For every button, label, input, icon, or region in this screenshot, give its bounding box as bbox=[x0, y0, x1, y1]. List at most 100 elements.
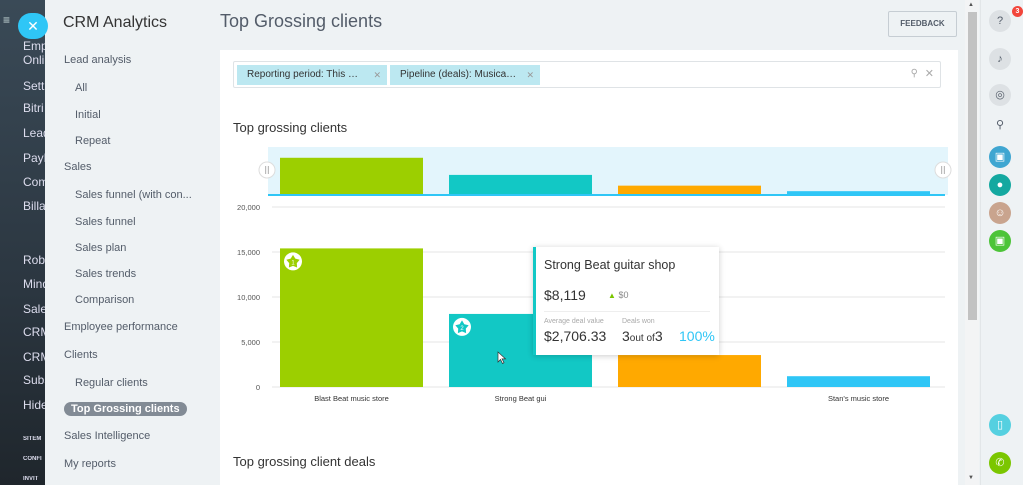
menu-item[interactable]: Clients bbox=[64, 349, 98, 361]
menu-item[interactable]: Top Grossing clients bbox=[64, 402, 187, 416]
bar bbox=[787, 376, 930, 387]
background-nav-item: Emp bbox=[23, 40, 46, 53]
scrollbar[interactable]: ▲ ▼ bbox=[965, 0, 979, 485]
navigator-handle[interactable] bbox=[258, 161, 276, 179]
up-arrow-icon: ▲ bbox=[608, 291, 616, 300]
mobile-cloud-icon[interactable]: ▯ bbox=[989, 414, 1011, 436]
menu-item[interactable]: Sales plan bbox=[75, 242, 127, 254]
menu-item[interactable]: Initial bbox=[75, 109, 101, 121]
background-nav-item: Hide bbox=[23, 399, 46, 412]
rank-star-icon bbox=[286, 254, 300, 268]
menu-item[interactable]: Sales funnel bbox=[75, 216, 136, 228]
background-nav-item: PayP bbox=[23, 152, 46, 165]
won-total: 3 bbox=[654, 328, 663, 344]
handle-grip-icon bbox=[267, 166, 269, 174]
menu-item[interactable]: Comparison bbox=[75, 294, 135, 306]
scrollbar-thumb[interactable] bbox=[968, 12, 977, 320]
menu-item[interactable]: Regular clients bbox=[75, 377, 148, 389]
won-of: out of bbox=[629, 333, 655, 344]
filter-chip-pipeline[interactable]: Pipeline (deals): Musical… ✕ bbox=[390, 65, 540, 85]
x-tick-label: Stan's music store bbox=[828, 394, 889, 403]
scroll-up-icon[interactable]: ▲ bbox=[968, 2, 974, 8]
menu-item[interactable]: Repeat bbox=[75, 135, 111, 147]
background-nav-item: Lead bbox=[23, 127, 46, 140]
won-percent: 100% bbox=[679, 328, 715, 344]
deals-title: Top grossing client deals bbox=[233, 454, 376, 469]
handle-grip-icon bbox=[943, 166, 945, 174]
feedback-button[interactable]: FEEDBACK bbox=[888, 11, 957, 37]
scroll-down-icon[interactable]: ▼ bbox=[968, 475, 974, 481]
y-tick-label: 5,000 bbox=[241, 338, 260, 347]
mouse-cursor-icon bbox=[497, 351, 507, 364]
group-avatar[interactable]: ☺ bbox=[989, 202, 1011, 224]
avg-label: Average deal value bbox=[544, 318, 604, 325]
crm-analytics-menu: CRM Analytics Lead analysis All Initial Rep… bbox=[45, 0, 220, 485]
filter-chip-period[interactable]: Reporting period: This w… ✕ bbox=[237, 65, 387, 85]
background-nav-item: Onli bbox=[23, 54, 45, 67]
right-toolbar: ? 3 ♪ ◎ ⚲ ▣ ● ☺ ▣ ▯ ✆ bbox=[980, 0, 1023, 485]
search-icon[interactable]: ⚲ bbox=[910, 68, 918, 79]
bar bbox=[280, 248, 423, 387]
avg-value: $2,706.33 bbox=[544, 328, 607, 344]
lock-icon[interactable]: ▣ bbox=[989, 230, 1011, 252]
bell-icon[interactable]: ♪ bbox=[989, 48, 1011, 70]
background-nav-item: Setti bbox=[23, 80, 46, 93]
remove-chip-icon[interactable]: ✕ bbox=[526, 70, 534, 80]
handle-grip-icon bbox=[941, 166, 943, 174]
bar-chart: 0 5,000 10,000 15,000 20,000 Blast Beat music… bbox=[237, 147, 952, 403]
navigator-handle[interactable] bbox=[934, 161, 952, 179]
navigator-bar bbox=[787, 191, 930, 194]
background-nav-item: Subs bbox=[23, 374, 46, 387]
chat-icon[interactable]: ◎ bbox=[989, 84, 1011, 106]
search-icon[interactable]: ⚲ bbox=[995, 119, 1005, 131]
phone-icon[interactable]: ✆ bbox=[989, 452, 1011, 474]
close-slider-button[interactable]: ✕ bbox=[18, 13, 48, 39]
menu-item[interactable]: All bbox=[75, 82, 88, 94]
lock-icon[interactable]: ▣ bbox=[989, 146, 1011, 168]
background-nav-item: Robo bbox=[23, 254, 46, 267]
delta-value: $0 bbox=[618, 290, 629, 300]
background-nav-item: Mind bbox=[23, 278, 46, 291]
chart-tooltip: Strong Beat guitar shop $8,119 ▲ $0 Aver… bbox=[533, 247, 719, 355]
menu-item[interactable]: My reports bbox=[64, 458, 116, 470]
menu-item[interactable]: Sales trends bbox=[75, 268, 137, 280]
y-tick-label: 0 bbox=[256, 383, 260, 392]
menu-item[interactable]: Sales Intelligence bbox=[64, 430, 151, 442]
menu-item[interactable]: Employee performance bbox=[64, 321, 178, 333]
tooltip-delta: ▲ $0 bbox=[608, 290, 628, 300]
tooltip-client-name: Strong Beat guitar shop bbox=[544, 258, 676, 272]
bar bbox=[618, 355, 761, 387]
divider bbox=[544, 311, 710, 312]
rank-star-icon bbox=[455, 320, 469, 334]
help-icon[interactable]: ? bbox=[989, 10, 1011, 32]
y-tick-label: 20,000 bbox=[237, 203, 260, 212]
deals-won: 3out of3 bbox=[622, 328, 663, 344]
won-label: Deals won bbox=[622, 318, 655, 325]
background-nav-small: SITEM bbox=[23, 436, 42, 442]
menu-item[interactable]: Lead analysis bbox=[64, 54, 132, 66]
handle-grip-icon bbox=[265, 166, 267, 174]
y-tick-label: 15,000 bbox=[237, 248, 260, 257]
help-badge: 3 bbox=[1012, 6, 1023, 17]
rank-number: 1 bbox=[291, 260, 295, 266]
background-nav-item: Sales bbox=[23, 303, 46, 316]
background-nav-item: Bitri bbox=[23, 102, 44, 115]
menu-item[interactable]: Sales bbox=[64, 161, 92, 173]
background-nav-small: INVIT bbox=[23, 476, 39, 482]
menu-title: CRM Analytics bbox=[63, 14, 168, 31]
menu-icon[interactable]: ≡ bbox=[3, 13, 11, 27]
x-tick-label: Strong Beat gui bbox=[495, 394, 547, 403]
clear-icon[interactable]: ✕ bbox=[924, 68, 934, 80]
navigator-bar bbox=[449, 174, 592, 194]
background-nav-item: Com bbox=[23, 176, 46, 189]
page-title: Top Grossing clients bbox=[220, 11, 383, 31]
won-count: 3 bbox=[622, 328, 630, 344]
x-tick-label: Blast Beat music store bbox=[314, 394, 389, 403]
filter-input[interactable]: Reporting period: This w… ✕ Pipeline (dea… bbox=[233, 61, 941, 88]
remove-chip-icon[interactable]: ✕ bbox=[373, 70, 381, 80]
chart-title: Top grossing clients bbox=[233, 120, 348, 135]
user-icon[interactable]: ● bbox=[989, 174, 1011, 196]
menu-item[interactable]: Sales funnel (with con... bbox=[75, 189, 192, 201]
background-nav-item: CRM bbox=[23, 326, 46, 339]
